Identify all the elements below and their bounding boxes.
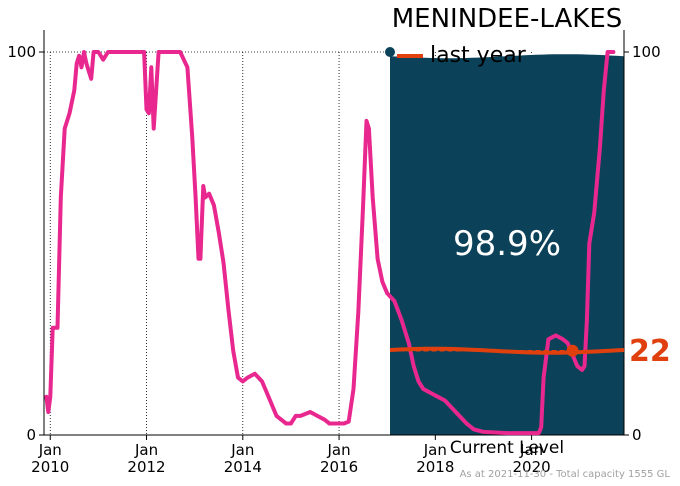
x-tick-label-month-5: Jan bbox=[519, 441, 543, 459]
legend-label-last-year: last year bbox=[430, 43, 527, 68]
x-tick-label-year-2: 2014 bbox=[224, 458, 262, 476]
current-level-marker bbox=[385, 47, 395, 57]
last-year-level-line bbox=[389, 346, 625, 355]
right-y-tick-label-0: 0 bbox=[632, 426, 642, 444]
y-tick-label-0: 0 bbox=[26, 426, 36, 444]
x-tick-label-year-0: 2010 bbox=[31, 458, 69, 476]
current-level-label: Current Level bbox=[450, 438, 564, 458]
x-tick-label-year-5: 2020 bbox=[512, 458, 550, 476]
x-ticks: Jan2010Jan2012Jan2014Jan2016Jan2018Jan20… bbox=[31, 435, 551, 476]
y-ticks: 0 100 0 100 bbox=[7, 43, 660, 444]
y-tick-label-100: 100 bbox=[7, 43, 36, 61]
last-year-value-label: 22 bbox=[629, 334, 671, 369]
x-tick-label-month-4: Jan bbox=[423, 441, 447, 459]
current-level-percent: 98.9% bbox=[453, 224, 561, 264]
footnote: As at 2021-11-30 - Total capacity 1555 G… bbox=[460, 469, 671, 480]
x-tick-label-year-4: 2018 bbox=[416, 458, 454, 476]
right-y-tick-label-100: 100 bbox=[632, 43, 661, 61]
chart-title: MENINDEE-LAKES bbox=[392, 4, 623, 34]
x-tick-label-month-3: Jan bbox=[326, 441, 350, 459]
storage-level-line bbox=[44, 50, 616, 436]
x-tick-label-month-2: Jan bbox=[230, 441, 254, 459]
x-tick-label-month-1: Jan bbox=[134, 441, 158, 459]
x-tick-label-year-3: 2016 bbox=[320, 458, 358, 476]
x-tick-label-year-1: 2012 bbox=[127, 458, 165, 476]
x-tick-label-month-0: Jan bbox=[38, 441, 62, 459]
